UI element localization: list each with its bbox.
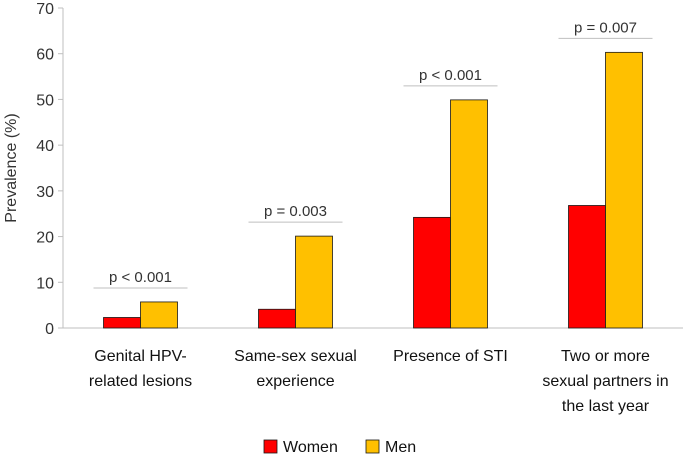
legend-swatch-men <box>365 439 380 454</box>
legend-swatch-women <box>263 439 278 454</box>
bar-men <box>295 235 333 329</box>
p-value-label: p < 0.001 <box>419 67 482 84</box>
p-value-label: p = 0.003 <box>264 203 327 220</box>
legend-label-women: Women <box>283 439 338 456</box>
y-tick-label: 30 <box>36 184 54 201</box>
y-tick-label: 20 <box>36 230 54 247</box>
y-axis: 0 10 20 30 40 50 60 70 <box>36 1 64 338</box>
bar-men <box>450 99 488 329</box>
annotations: p < 0.001 p = 0.003 p < 0.001 p = 0.007 <box>93 19 653 289</box>
bar-women <box>413 216 451 329</box>
p-value-label: p < 0.001 <box>109 269 172 286</box>
category-label: Same-sex sexual <box>234 348 357 365</box>
y-tick-label: 40 <box>36 138 54 155</box>
bar-women <box>258 308 296 329</box>
y-tick-label: 50 <box>36 92 54 109</box>
category-label: sexual partners in <box>542 373 668 390</box>
category-label: Two or more <box>561 348 650 365</box>
category-label: Genital HPV- <box>94 348 186 365</box>
p-value-label: p = 0.007 <box>574 19 637 36</box>
y-tick-label: 10 <box>36 275 54 292</box>
category-label: the last year <box>562 398 650 415</box>
y-tick-label: 0 <box>45 321 54 338</box>
category-label: Presence of STI <box>393 348 508 365</box>
bars <box>103 51 643 329</box>
legend-label-men: Men <box>385 439 416 456</box>
y-tick-label: 70 <box>36 1 54 18</box>
bar-women <box>568 205 606 329</box>
y-axis-title: Prevalence (%) <box>3 113 20 222</box>
y-tick-label: 60 <box>36 47 54 64</box>
bar-men <box>140 301 178 329</box>
category-labels: Genital HPV-related lesions Same-sex sexu… <box>89 348 669 415</box>
category-label: experience <box>256 373 334 390</box>
legend: Women Men <box>263 439 416 456</box>
bar-men <box>605 51 643 329</box>
category-label: related lesions <box>89 373 192 390</box>
bar-women <box>103 317 141 329</box>
